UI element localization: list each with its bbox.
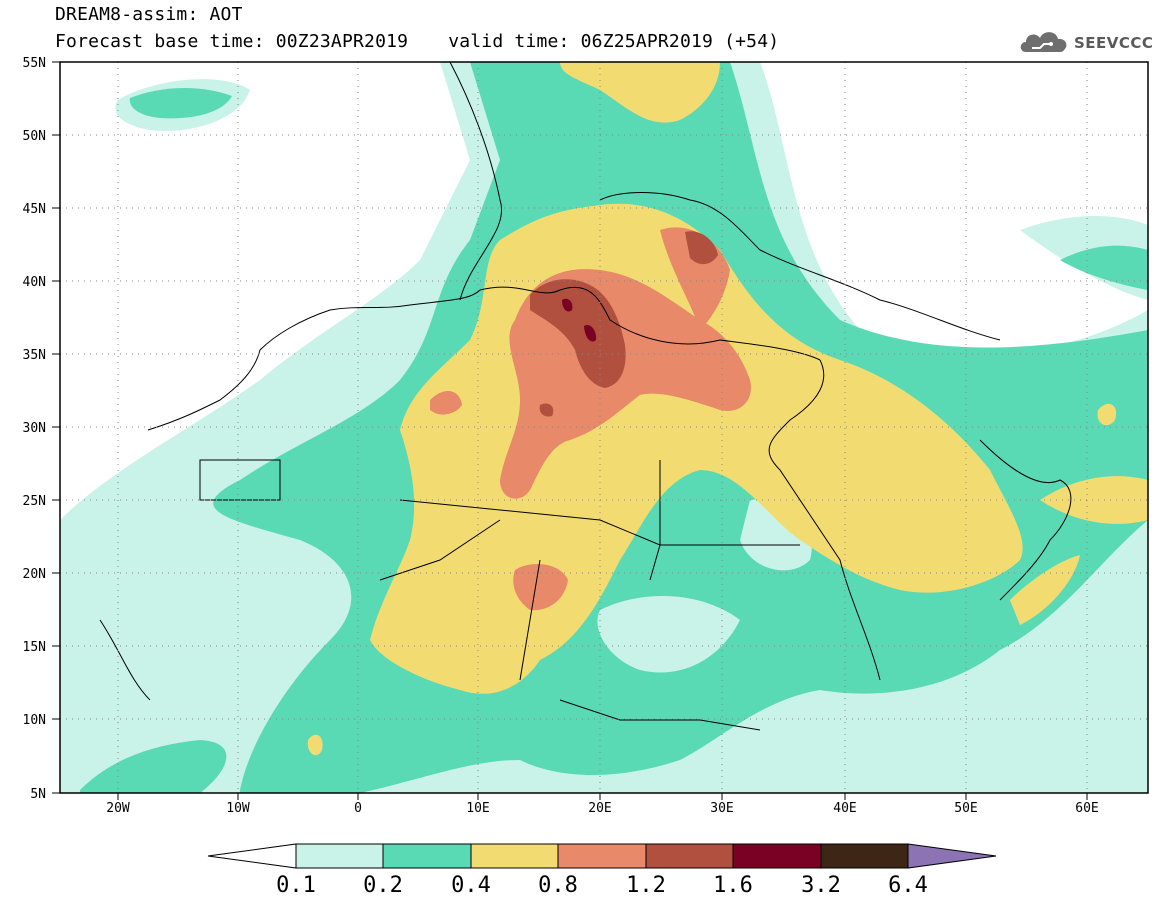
colorbar-swatch-5 xyxy=(645,843,734,869)
colorbar-swatch-4 xyxy=(557,843,647,869)
lon-label-10e: 10E xyxy=(466,801,489,816)
lon-label-20e: 20E xyxy=(588,801,611,816)
colorbar-label-8: 6.4 xyxy=(888,873,928,898)
lat-label-5n: 5N xyxy=(30,787,46,802)
chart-title: DREAM8-assim: AOT xyxy=(55,4,243,25)
lon-label-20w: 20W xyxy=(106,801,130,816)
lon-label-40e: 40E xyxy=(833,801,856,816)
coastlines xyxy=(99,62,1072,731)
colorbar-swatch-7 xyxy=(820,843,909,869)
colorbar xyxy=(207,843,997,869)
tick-marks xyxy=(52,61,1088,800)
lat-tick-labels: 55N 50N 45N 40N 35N 30N 25N 20N 15N 10N … xyxy=(23,56,46,802)
colorbar-label-7: 3.2 xyxy=(801,873,841,898)
lat-label-25n: 25N xyxy=(23,494,46,509)
lat-label-10n: 10N xyxy=(23,713,46,728)
lat-label-40n: 40N xyxy=(23,275,46,290)
lat-label-35n: 35N xyxy=(23,348,46,363)
seevccc-logo: SEEVCCC xyxy=(1018,28,1153,58)
lon-label-0: 0 xyxy=(354,801,362,816)
lon-label-30e: 30E xyxy=(710,801,733,816)
lat-label-15n: 15N xyxy=(23,640,46,655)
logo-text: SEEVCCC xyxy=(1074,34,1154,52)
colorbar-swatch-3 xyxy=(470,843,559,869)
colorbar-min-arrow xyxy=(207,843,297,869)
lon-label-10w: 10W xyxy=(226,801,250,816)
colorbar-label-2: 0.2 xyxy=(363,873,403,898)
valid-time: valid time: 06Z25APR2019 (+54) xyxy=(448,31,780,52)
lat-label-30n: 30N xyxy=(23,421,46,436)
cloud-icon xyxy=(1018,28,1070,58)
colorbar-max-arrow xyxy=(907,843,997,869)
lat-label-55n: 55N xyxy=(23,56,46,71)
colorbar-swatch-6 xyxy=(732,843,822,869)
colorbar-label-6: 1.6 xyxy=(713,873,753,898)
forecast-times: Forecast base time: 00Z23APR2019 valid ti… xyxy=(55,31,779,52)
lat-label-45n: 45N xyxy=(23,202,46,217)
colorbar-swatch-1 xyxy=(295,843,384,869)
colorbar-label-4: 0.8 xyxy=(538,873,578,898)
base-time: Forecast base time: 00Z23APR2019 xyxy=(55,31,409,52)
gridlines xyxy=(60,62,1148,793)
lat-label-50n: 50N xyxy=(23,129,46,144)
lon-label-60e: 60E xyxy=(1075,801,1098,816)
lon-tick-labels: 20W 10W 0 10E 20E 30E 40E 50E 60E xyxy=(106,801,1098,816)
lon-label-50e: 50E xyxy=(954,801,977,816)
aot-field xyxy=(60,62,1148,793)
colorbar-label-1: 0.1 xyxy=(276,873,316,898)
lat-label-20n: 20N xyxy=(23,567,46,582)
colorbar-label-5: 1.2 xyxy=(626,873,666,898)
colorbar-label-3: 0.4 xyxy=(451,873,491,898)
colorbar-swatch-2 xyxy=(382,843,472,869)
colorbar-labels: 0.1 0.2 0.4 0.8 1.2 1.6 3.2 6.4 xyxy=(276,873,928,898)
